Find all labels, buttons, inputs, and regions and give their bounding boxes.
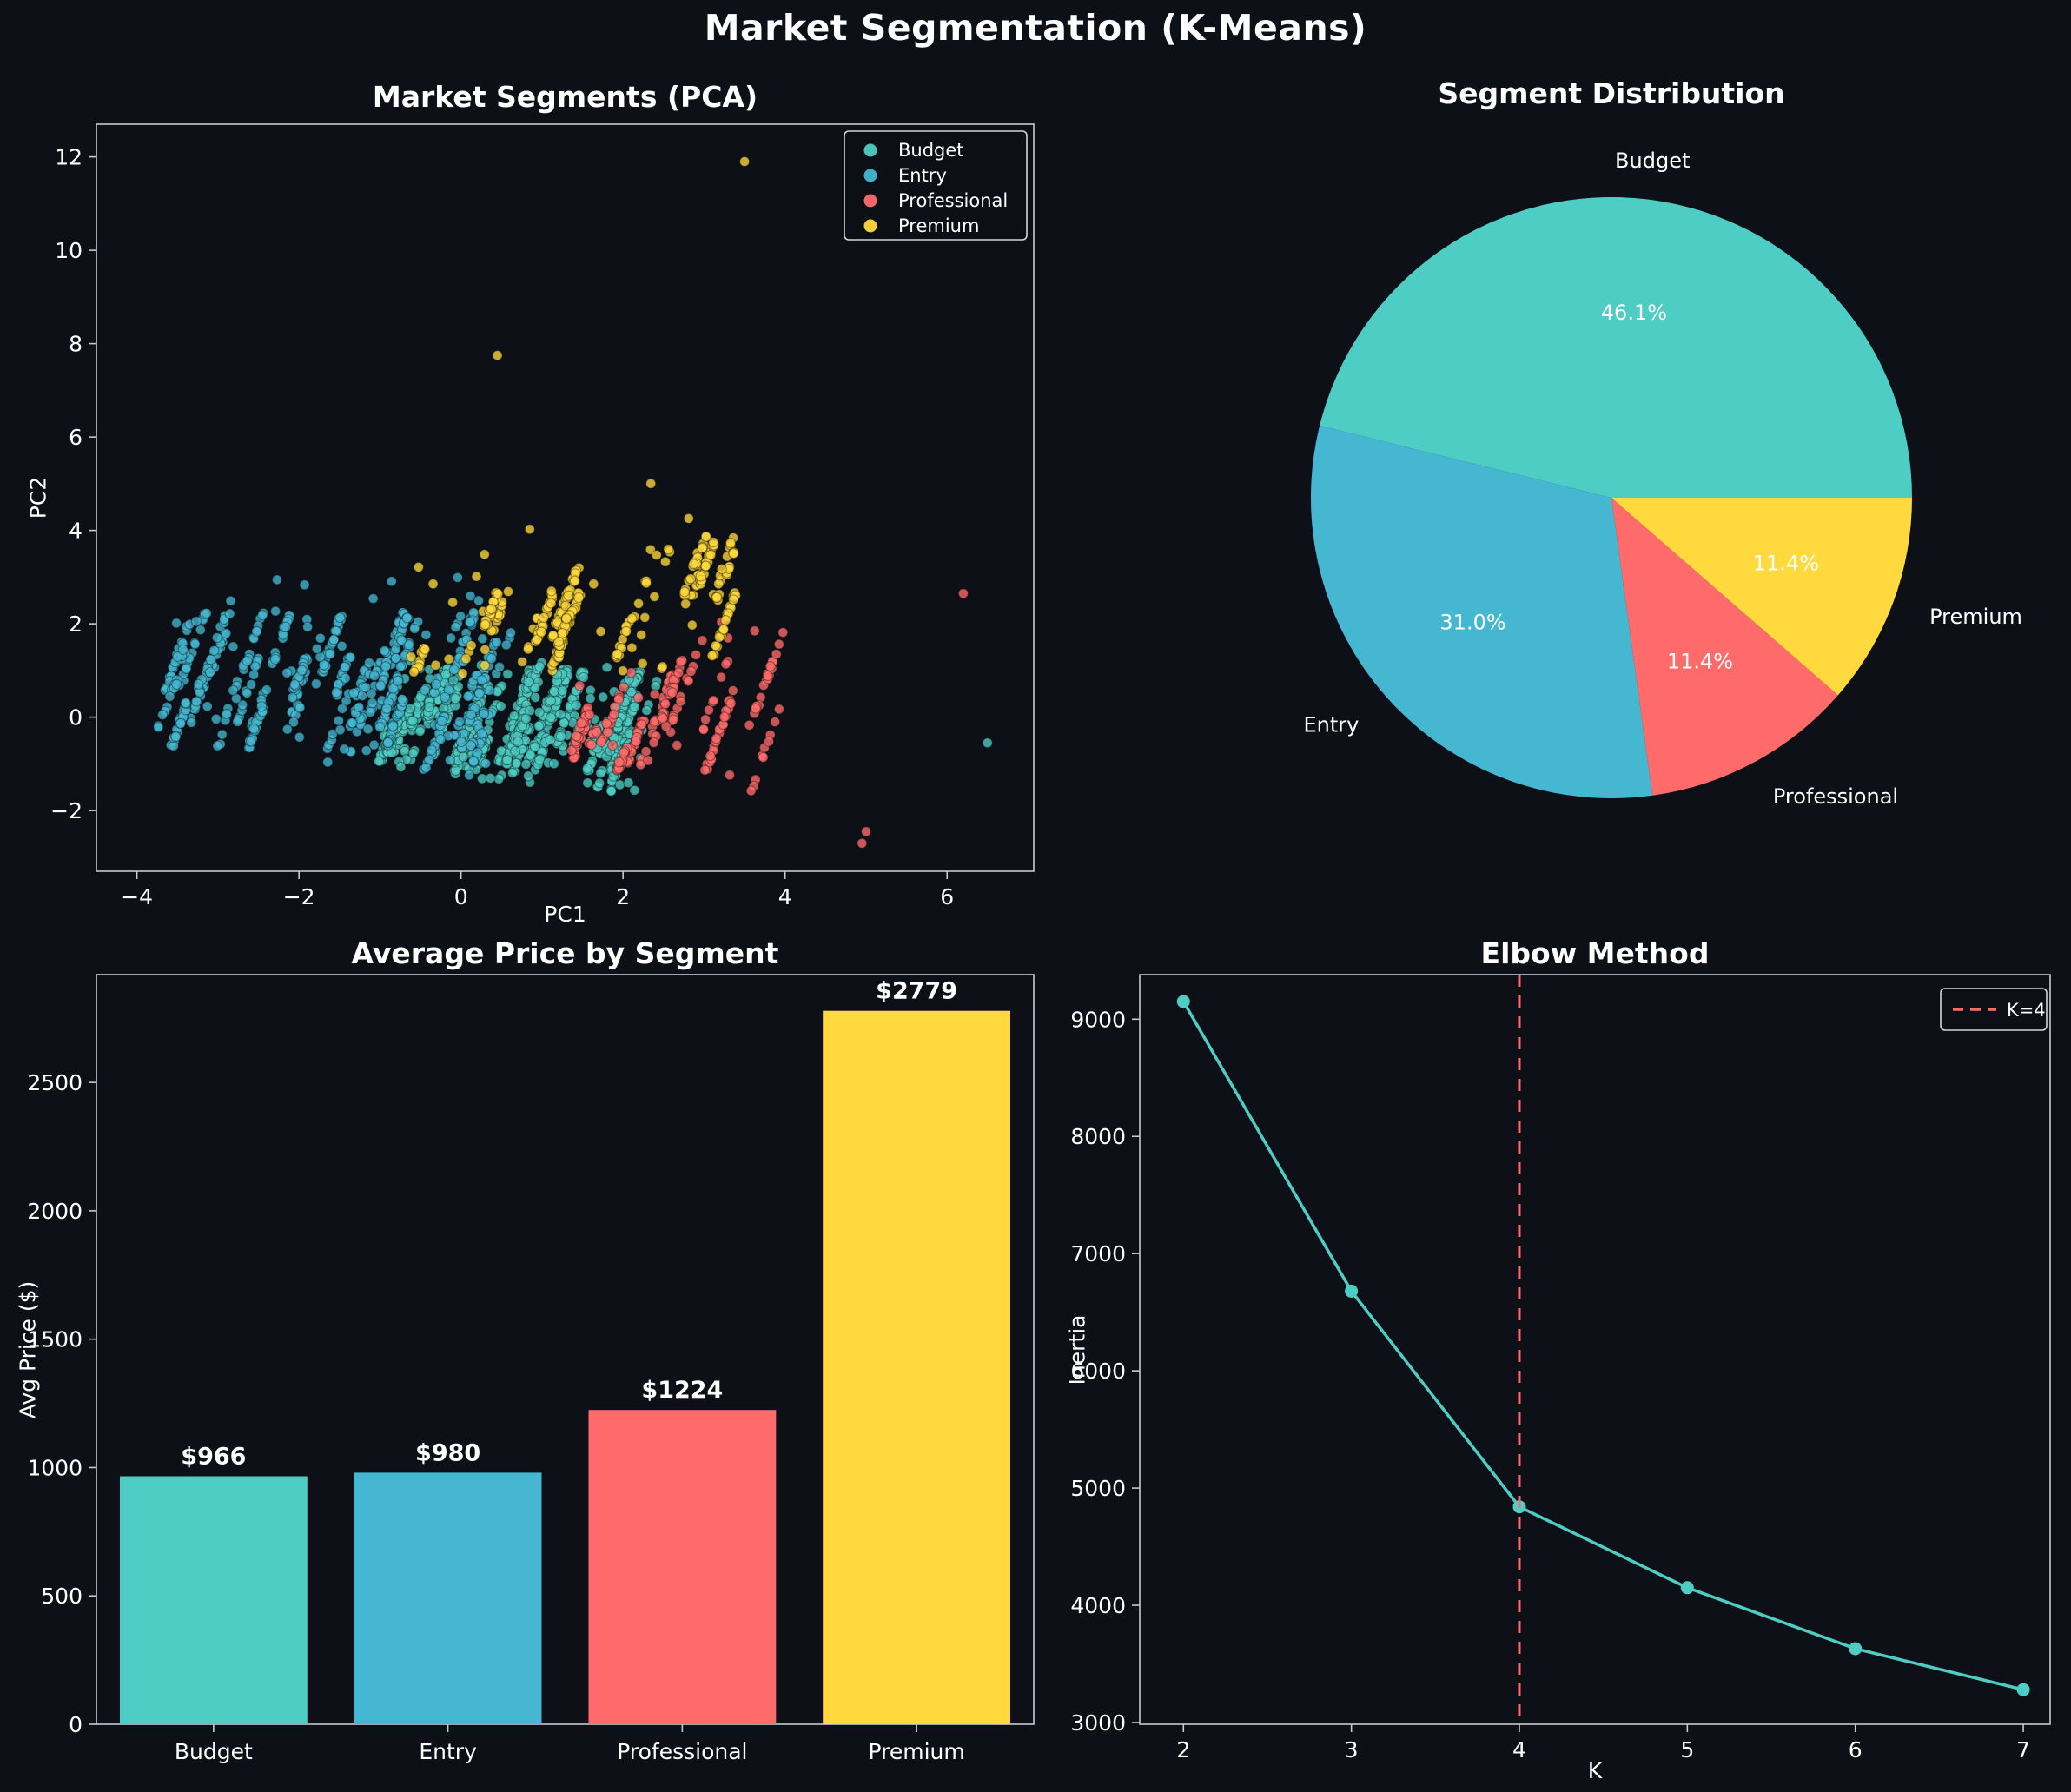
elbow-marker: [1345, 1284, 1359, 1298]
svg-text:2500: 2500: [27, 1070, 83, 1095]
svg-text:Professional: Professional: [617, 1739, 747, 1764]
svg-text:Budget: Budget: [175, 1739, 253, 1764]
scatter-panel: −4 −2 0 2 4 6 −2 0 2 4 6 8 10 12 Budget Entry Profession…: [50, 123, 1035, 909]
elbow-marker: [1849, 1642, 1863, 1656]
svg-text:Professional: Professional: [898, 190, 1008, 211]
svg-text:Premium: Premium: [869, 1739, 965, 1764]
figure-title: Market Segmentation (K-Means): [704, 7, 1367, 49]
svg-text:4: 4: [1512, 1737, 1526, 1762]
svg-text:−4: −4: [121, 884, 153, 909]
elbow-line: [1181, 1000, 2025, 1691]
svg-text:−2: −2: [283, 884, 315, 909]
svg-text:7: 7: [2016, 1737, 2030, 1762]
elbow-xlabel: K: [1587, 1758, 1603, 1783]
svg-text:10: 10: [55, 238, 83, 263]
scatter-xlabel: PC1: [544, 902, 586, 927]
bar: [120, 1476, 308, 1724]
bar-panel: 0 500 1000 1500 2000 2500 $966 Budget $980 Entry $…: [27, 974, 1035, 1764]
svg-text:2: 2: [616, 884, 630, 909]
svg-text:Entry: Entry: [419, 1739, 477, 1764]
svg-text:7000: 7000: [1070, 1241, 1126, 1266]
svg-text:$2779: $2779: [876, 978, 957, 1005]
svg-text:3: 3: [1345, 1737, 1359, 1762]
svg-text:Professional: Professional: [1773, 784, 1898, 809]
svg-text:6: 6: [940, 884, 954, 909]
elbow-marker: [2016, 1683, 2030, 1696]
svg-text:8000: 8000: [1070, 1124, 1126, 1149]
pie-panel: 46.1% Budget 31.0% Entry 11.4% Professional 11…: [1304, 149, 2022, 809]
svg-text:2: 2: [1176, 1737, 1190, 1762]
svg-text:Entry: Entry: [898, 165, 947, 186]
svg-text:1000: 1000: [27, 1455, 83, 1480]
svg-text:0: 0: [69, 705, 83, 731]
svg-text:500: 500: [41, 1584, 83, 1609]
svg-text:8: 8: [69, 332, 83, 357]
elbow-marker: [1680, 1581, 1694, 1595]
svg-text:1500: 1500: [27, 1327, 83, 1352]
scatter-title: Market Segments (PCA): [372, 80, 758, 114]
svg-text:−2: −2: [50, 798, 83, 823]
elbow-marker: [1176, 995, 1190, 1008]
svg-text:5: 5: [1680, 1737, 1694, 1762]
svg-text:5000: 5000: [1070, 1476, 1126, 1501]
bar: [354, 1472, 542, 1724]
bar-title: Average Price by Segment: [351, 936, 779, 970]
svg-text:6: 6: [69, 425, 83, 450]
scatter-legend: Budget Entry Professional Premium: [844, 130, 1028, 241]
svg-text:Budget: Budget: [898, 140, 964, 161]
svg-text:6: 6: [1849, 1737, 1863, 1762]
svg-text:K=4: K=4: [2007, 1000, 2046, 1021]
svg-text:11.4%: 11.4%: [1753, 551, 1819, 575]
svg-text:31.0%: 31.0%: [1439, 610, 1505, 634]
svg-text:0: 0: [69, 1712, 83, 1737]
svg-text:4: 4: [69, 519, 83, 544]
elbow-legend: K=4: [1940, 988, 2048, 1031]
svg-text:46.1%: 46.1%: [1601, 301, 1667, 325]
svg-text:11.4%: 11.4%: [1667, 650, 1733, 674]
elbow-title: Elbow Method: [1480, 936, 1710, 970]
pie-title: Segment Distribution: [1438, 76, 1785, 110]
bar: [588, 1410, 777, 1724]
svg-text:Premium: Premium: [898, 215, 979, 236]
svg-text:6000: 6000: [1070, 1359, 1126, 1384]
svg-text:2: 2: [69, 612, 83, 637]
pie-slice: [1320, 196, 1912, 498]
svg-text:$966: $966: [181, 1444, 246, 1471]
scatter-points: [153, 155, 993, 849]
pie-slice: [1611, 498, 1912, 696]
pie-slice: [1611, 498, 1838, 796]
svg-text:$980: $980: [415, 1439, 480, 1466]
svg-text:4000: 4000: [1070, 1593, 1126, 1618]
svg-text:3000: 3000: [1070, 1710, 1126, 1736]
svg-text:0: 0: [454, 884, 468, 909]
svg-text:2000: 2000: [27, 1199, 83, 1224]
svg-text:4: 4: [778, 884, 792, 909]
elbow-panel: 2 3 4 5 6 7 3000 4000 5000 6000 7000 8000 9000 K=4: [1070, 974, 2051, 1762]
svg-text:Entry: Entry: [1304, 713, 1360, 737]
svg-text:9000: 9000: [1070, 1007, 1126, 1032]
svg-text:Budget: Budget: [1615, 149, 1690, 173]
svg-text:Premium: Premium: [1929, 605, 2022, 629]
pie-slice: [1310, 426, 1653, 799]
bar: [823, 1010, 1010, 1724]
svg-text:12: 12: [55, 145, 83, 170]
svg-text:$1224: $1224: [641, 1377, 723, 1404]
